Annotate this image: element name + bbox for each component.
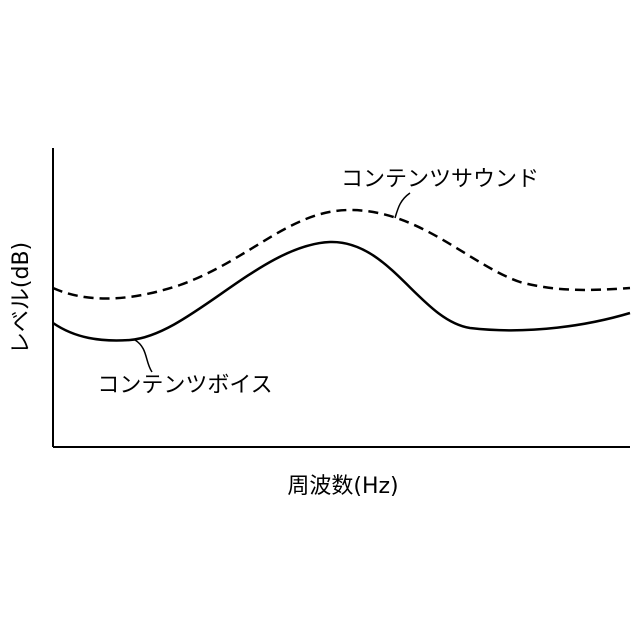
curve-label: コンテンツボイス [97,373,272,398]
sound-curve [53,210,630,299]
y-axis-label: レベル(dB) [9,242,34,354]
voice-curve [53,242,630,341]
curve-label: コンテンツサウンド [341,167,539,192]
leader-line [135,340,152,372]
diagram: レベル(dB) 周波数(Hz) コンテンツサウンド コンテンツボイス [0,0,640,640]
leader-line [395,193,410,218]
x-axis-label: 周波数(Hz) [287,474,398,499]
